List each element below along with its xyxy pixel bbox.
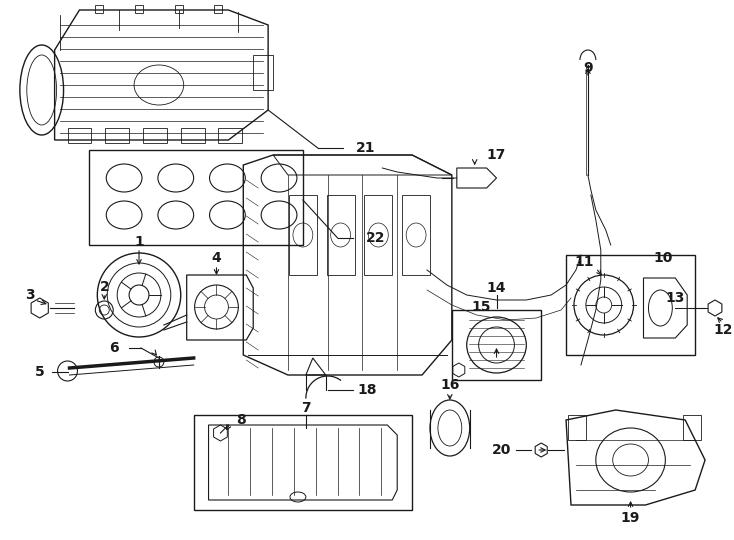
Text: 8: 8 — [236, 413, 246, 427]
Text: 7: 7 — [301, 401, 310, 415]
Text: 18: 18 — [357, 383, 377, 397]
Text: 10: 10 — [653, 251, 673, 265]
Text: 22: 22 — [366, 231, 385, 245]
Text: 19: 19 — [621, 511, 640, 525]
Text: 3: 3 — [25, 288, 34, 302]
Bar — [452, 310, 541, 380]
Bar — [568, 415, 586, 440]
Text: 16: 16 — [440, 378, 459, 392]
Bar — [181, 128, 205, 143]
Text: 9: 9 — [583, 61, 592, 75]
Bar — [289, 195, 317, 275]
Bar — [68, 128, 91, 143]
Text: 6: 6 — [109, 341, 119, 355]
Text: 15: 15 — [472, 300, 491, 314]
Bar — [402, 195, 430, 275]
Bar — [214, 5, 222, 13]
Bar — [175, 5, 183, 13]
Bar — [143, 128, 167, 143]
Text: 14: 14 — [487, 281, 506, 295]
Text: 17: 17 — [487, 148, 506, 162]
Text: 20: 20 — [492, 443, 512, 457]
Bar — [135, 5, 143, 13]
Bar — [566, 255, 695, 355]
Bar — [95, 5, 103, 13]
Bar — [219, 128, 242, 143]
Text: 2: 2 — [99, 280, 109, 294]
Text: 4: 4 — [211, 251, 222, 265]
Text: 5: 5 — [35, 365, 45, 379]
Bar — [683, 415, 701, 440]
Bar — [253, 55, 273, 90]
Text: 21: 21 — [355, 141, 375, 155]
Bar — [194, 415, 412, 510]
Text: 13: 13 — [666, 291, 686, 305]
Bar — [90, 150, 303, 245]
Text: 12: 12 — [713, 323, 733, 337]
Text: 11: 11 — [574, 255, 594, 269]
Bar — [105, 128, 129, 143]
Bar — [327, 195, 355, 275]
Text: 1: 1 — [134, 235, 144, 249]
Bar — [365, 195, 392, 275]
